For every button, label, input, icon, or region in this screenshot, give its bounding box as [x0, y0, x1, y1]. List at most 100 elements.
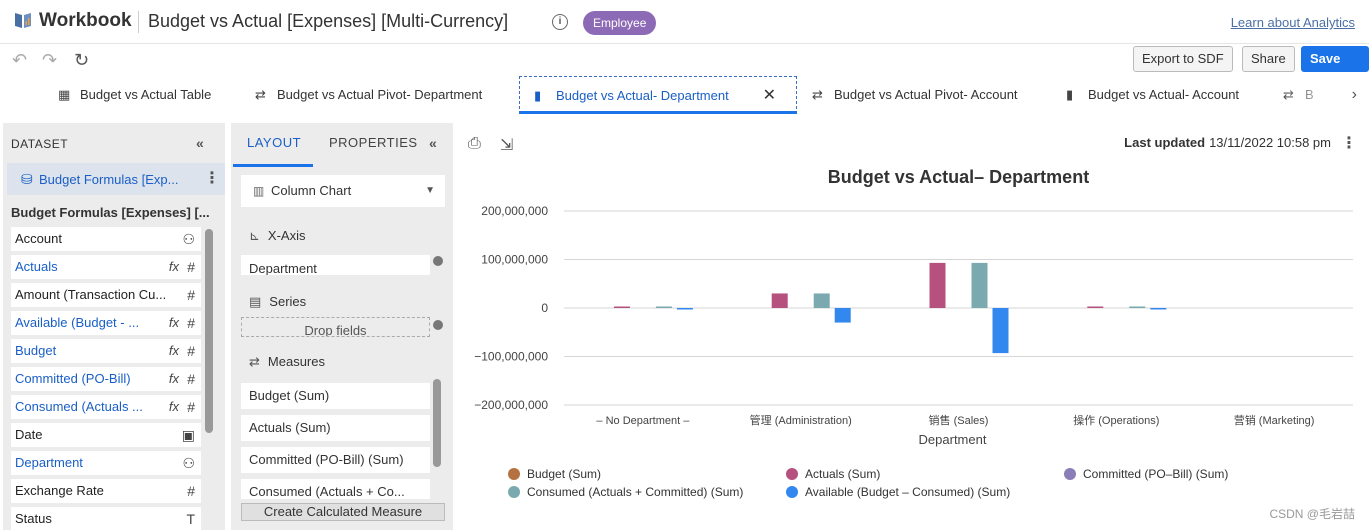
- tab-chart-department[interactable]: ▮ Budget vs Actual- Department ✕: [519, 76, 797, 114]
- x-axis-scroll-handle[interactable]: [433, 256, 443, 266]
- chart-type-select[interactable]: ▥ Column Chart ▼: [241, 175, 445, 207]
- dataset-pane: DATASET « ⛁ Budget Formulas [Exp... ⋮ Bu…: [3, 123, 225, 531]
- tab-budget-vs-actual-table[interactable]: ▦ Budget vs Actual Table: [58, 76, 211, 114]
- field-type-icon: T: [186, 511, 195, 527]
- field-type-icon: #: [187, 259, 195, 275]
- measures-label: Measures: [267, 354, 325, 369]
- dataset-menu-icon[interactable]: ⋮: [204, 170, 220, 187]
- field-type-icon: #: [187, 399, 195, 415]
- bar: [992, 308, 1009, 354]
- field-type-icon: #: [187, 371, 195, 387]
- bar: [1087, 306, 1104, 308]
- collapse-layout-icon[interactable]: «: [429, 135, 437, 151]
- share-button[interactable]: Share: [1242, 46, 1295, 72]
- field-item[interactable]: Amount (Transaction Cu... #: [11, 283, 201, 307]
- info-icon[interactable]: i: [552, 14, 568, 30]
- field-item[interactable]: Date ▣: [11, 423, 201, 447]
- x-axis-field[interactable]: Department: [241, 255, 430, 275]
- save-as-button[interactable]: Save As: [1301, 46, 1369, 90]
- tab-scroll-right-icon[interactable]: ›: [1351, 86, 1357, 103]
- field-label: Actuals: [15, 259, 58, 274]
- tab-strip: ▦ Budget vs Actual Table ⇄ Budget vs Actua…: [0, 76, 1369, 114]
- series-scroll-handle[interactable]: [433, 320, 443, 330]
- chart-menu-icon[interactable]: ⋮: [1341, 135, 1357, 152]
- last-updated-value: 13/11/2022 10:58 pm: [1209, 135, 1331, 150]
- last-updated: Last updated 13/11/2022 10:58 pm: [1124, 135, 1331, 150]
- measures-scrollbar[interactable]: [433, 379, 441, 467]
- field-item[interactable]: Exchange Rate #: [11, 479, 201, 503]
- x-tick-label: – No Department –: [596, 415, 690, 427]
- field-item[interactable]: Available (Budget - ... fx #: [11, 311, 201, 335]
- brand-name: Workbook: [39, 10, 132, 31]
- formula-icon: fx: [168, 259, 179, 274]
- field-type-icon: #: [187, 287, 195, 303]
- x-tick-label: 管理 (Administration): [750, 413, 852, 427]
- tab-pivot-department[interactable]: ⇄ Budget vs Actual Pivot- Department: [255, 76, 482, 114]
- tab-properties[interactable]: PROPERTIES: [329, 135, 418, 150]
- print-icon[interactable]: ⎙: [468, 135, 481, 152]
- legend-marker: [1064, 468, 1076, 480]
- field-label: Budget: [15, 343, 57, 358]
- field-item[interactable]: Account ⚇: [11, 227, 201, 251]
- close-tab-icon[interactable]: ✕: [762, 87, 776, 104]
- field-item[interactable]: Consumed (Actuals ... fx #: [11, 395, 201, 419]
- y-tick-label: 0: [541, 301, 548, 315]
- workbook-title: Budget vs Actual [Expenses] [Multi-Curre…: [148, 11, 509, 31]
- dataset-name[interactable]: Budget Formulas [Exp...: [39, 172, 179, 187]
- tab-pivot-account[interactable]: ⇄ Budget vs Actual Pivot- Account: [812, 76, 1018, 114]
- legend-marker: [508, 468, 520, 480]
- bar-chart-icon: ▮: [534, 88, 542, 103]
- workbook-logo-icon: [15, 13, 31, 28]
- tab-label: Budget vs Actual Pivot- Department: [277, 87, 483, 102]
- field-item[interactable]: Committed (PO-Bill) fx #: [11, 367, 201, 391]
- field-item[interactable]: Actuals fx #: [11, 255, 201, 279]
- measure-item[interactable]: Consumed (Actuals + Co...: [241, 479, 430, 499]
- x-axis-icon: ⊾: [249, 228, 260, 243]
- header-divider: [138, 11, 139, 33]
- bar: [655, 306, 672, 308]
- legend-label: Committed (PO–Bill) (Sum): [1083, 467, 1228, 481]
- column-chart: Budget vs Actual– Department 200,000,000 1…: [474, 167, 1353, 499]
- tab-layout[interactable]: LAYOUT: [247, 135, 302, 150]
- learn-about-analytics-link[interactable]: Learn about Analytics: [1230, 15, 1355, 30]
- collapse-dataset-icon[interactable]: «: [196, 135, 204, 151]
- measure-item[interactable]: Committed (PO-Bill) (Sum): [241, 447, 430, 473]
- legend-label: Actuals (Sum): [805, 467, 880, 481]
- refresh-icon[interactable]: ↻: [74, 50, 90, 70]
- legend-marker: [786, 486, 798, 498]
- formula-icon: fx: [168, 343, 179, 358]
- field-item[interactable]: Budget fx #: [11, 339, 201, 363]
- bar: [1150, 308, 1167, 310]
- y-tick-label: 100,000,000: [481, 253, 548, 267]
- export-to-sdf-button[interactable]: Export to SDF: [1133, 46, 1233, 72]
- field-label: Available (Budget - ...: [15, 315, 140, 330]
- export-chart-icon[interactable]: ⇲: [500, 137, 514, 154]
- fields-heading: Budget Formulas [Expenses] [...: [11, 205, 210, 220]
- field-list-scrollbar[interactable]: [205, 229, 213, 433]
- redo-icon[interactable]: ↷: [42, 50, 58, 70]
- field-label: Date: [15, 427, 43, 442]
- measure-item[interactable]: Actuals (Sum): [241, 415, 430, 441]
- field-type-icon: #: [187, 483, 195, 499]
- legend-label: Consumed (Actuals + Committed) (Sum): [527, 485, 743, 499]
- column-chart-icon: ▥: [253, 184, 265, 198]
- create-calculated-measure-button[interactable]: Create Calculated Measure: [241, 503, 445, 521]
- undo-icon[interactable]: ↶: [12, 50, 28, 70]
- active-tab-indicator: [233, 164, 313, 167]
- field-item[interactable]: Department ⚇: [11, 451, 201, 475]
- field-item[interactable]: Status T: [11, 507, 201, 531]
- field-label: Status: [15, 511, 52, 526]
- measures-icon: ⇄: [249, 354, 260, 369]
- series-drop-zone[interactable]: Drop fields: [241, 317, 430, 337]
- measure-item[interactable]: Budget (Sum): [241, 383, 430, 409]
- bar: [1129, 306, 1146, 308]
- bar: [771, 293, 788, 308]
- dataset-row[interactable]: [7, 163, 225, 195]
- legend-label: Budget (Sum): [527, 467, 601, 481]
- tab-label: Budget vs Actual- Account: [1088, 87, 1240, 102]
- dataset-icon: ⛁: [21, 171, 33, 187]
- measures-section: ⇄ Measures: [249, 354, 325, 370]
- chart-area: ⎙ ⇲ Last updated 13/11/2022 10:58 pm ⋮ Bu…: [458, 123, 1369, 530]
- field-label: Department: [15, 455, 83, 470]
- tab-chart-account[interactable]: ▮ Budget vs Actual- Account: [1066, 76, 1239, 114]
